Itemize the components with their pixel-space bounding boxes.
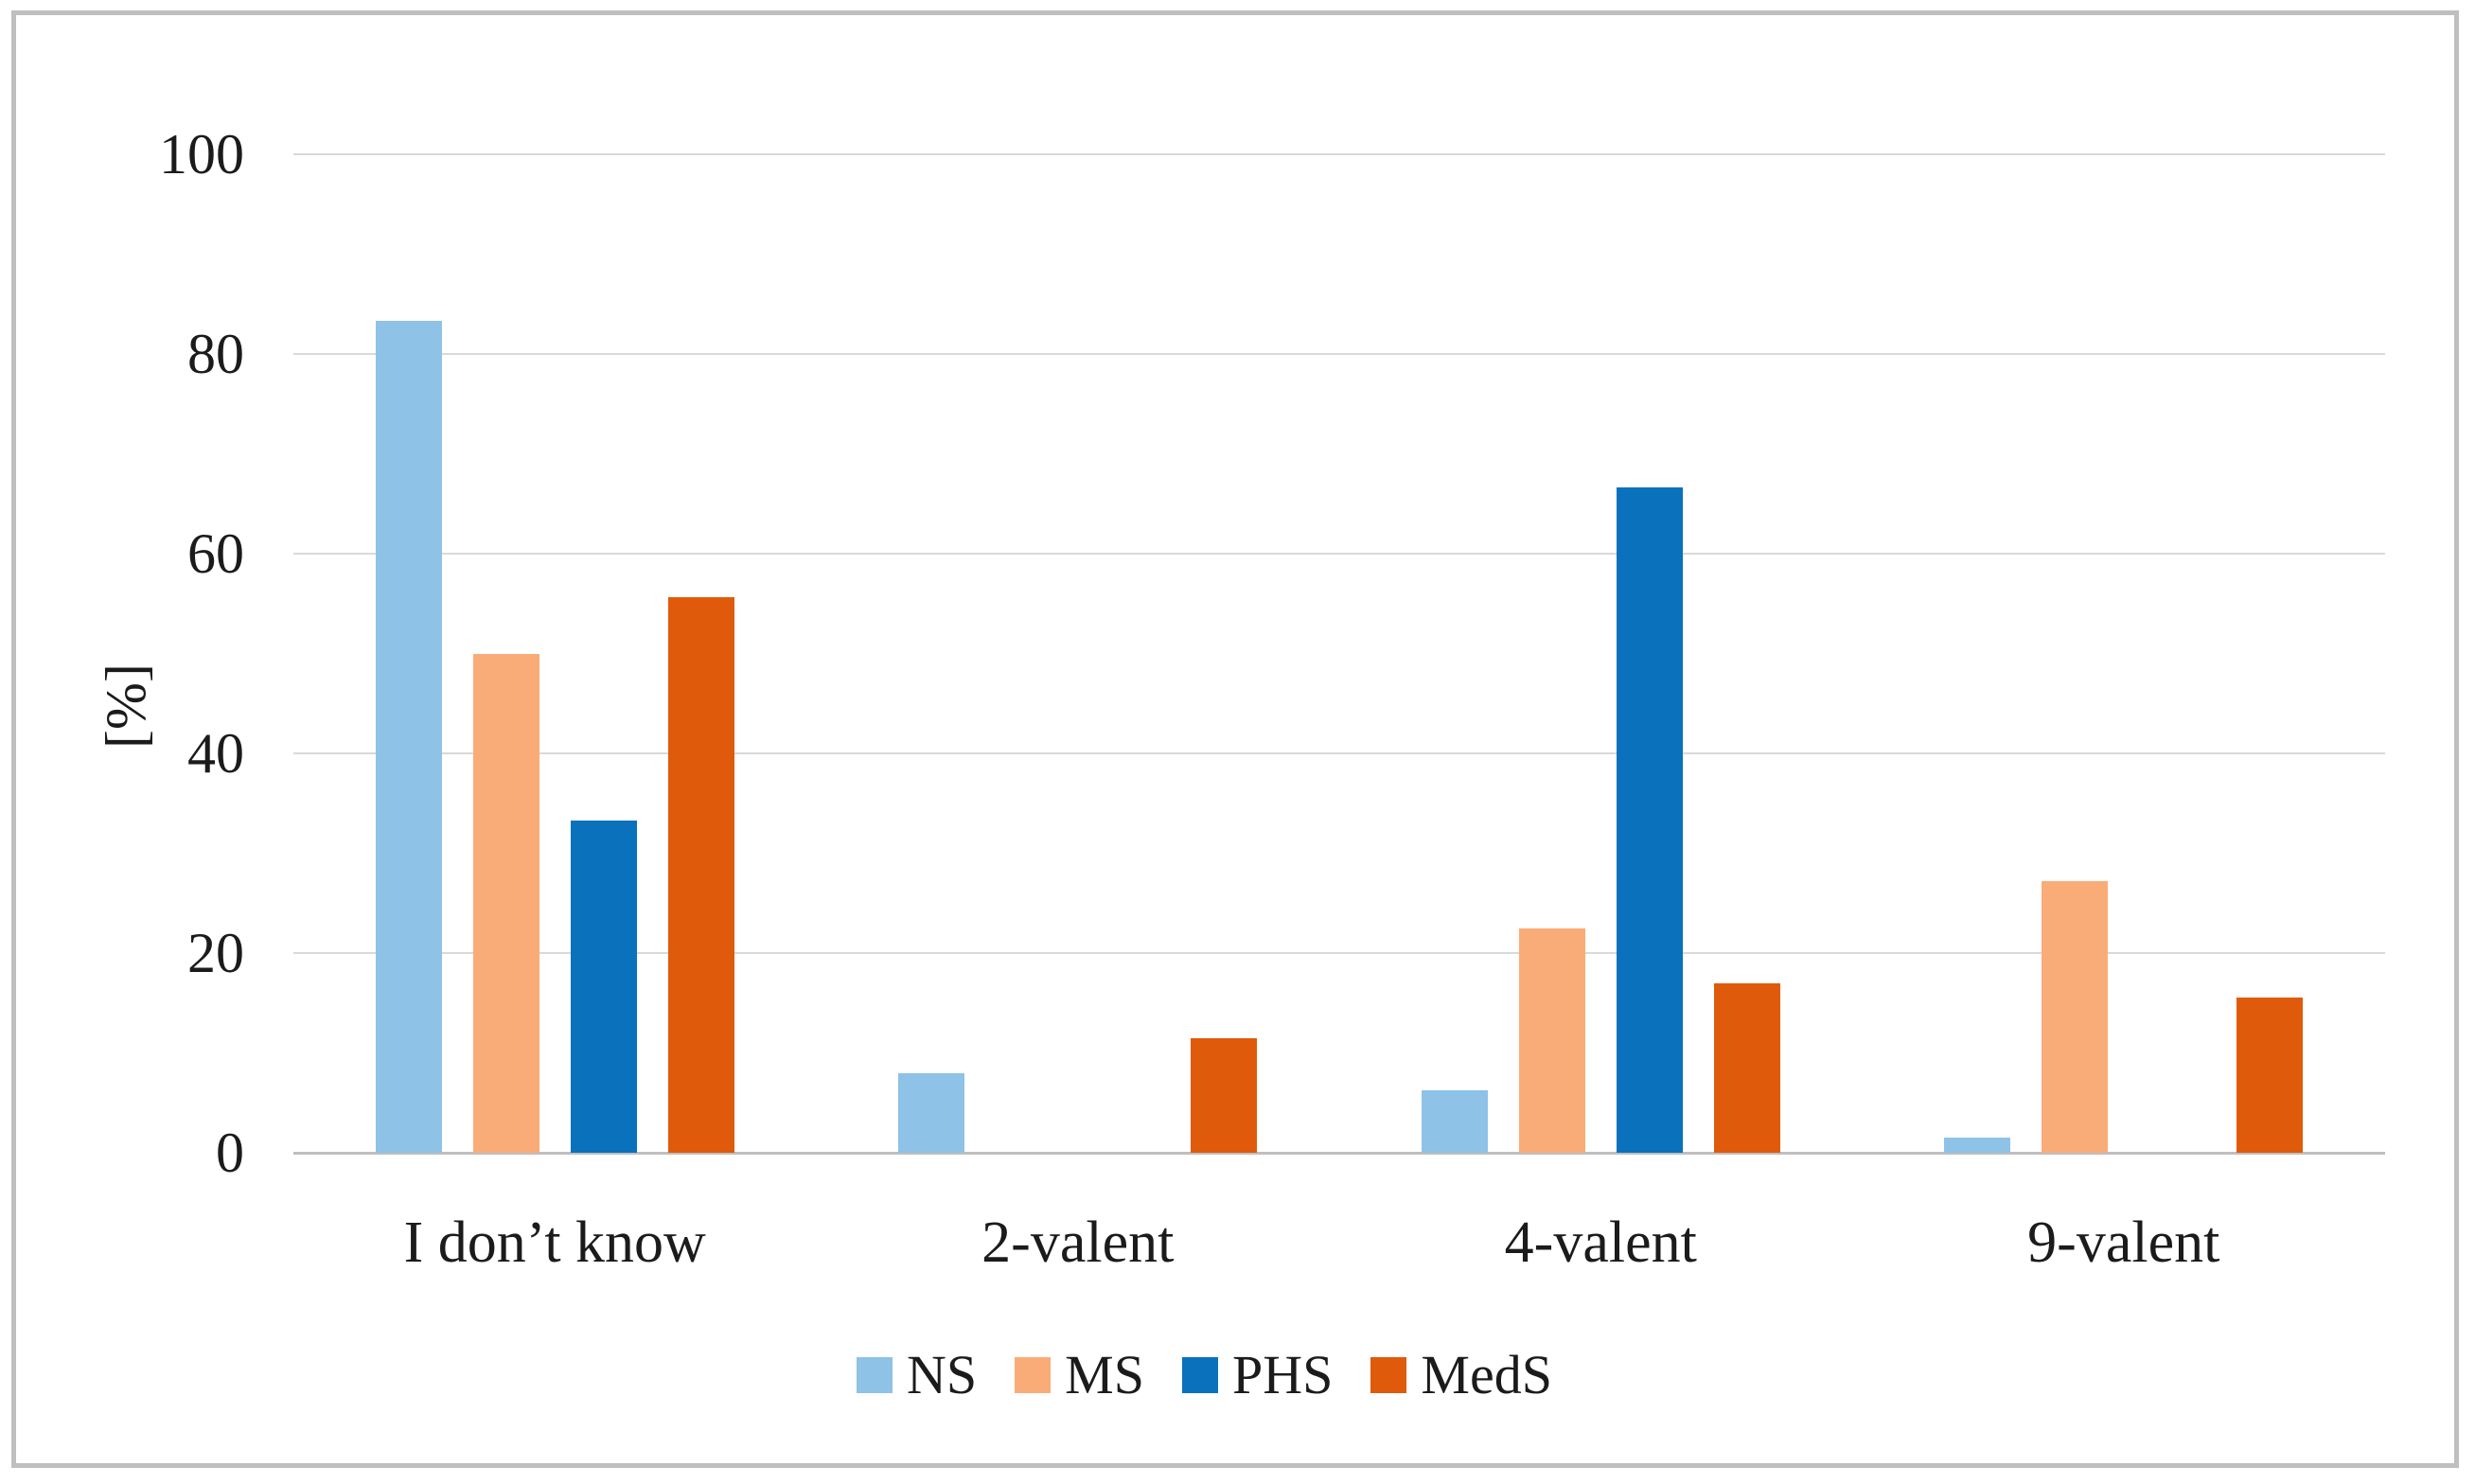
gridline	[293, 752, 2385, 754]
bar-ms-3	[1518, 928, 1585, 1153]
legend-swatch-phs	[1181, 1357, 1218, 1393]
y-tick-label: 60	[187, 522, 244, 585]
legend-item-ns: NS	[857, 1348, 977, 1403]
y-tick-label: 100	[159, 123, 244, 186]
legend-label-phs: PHS	[1231, 1344, 1334, 1405]
y-tick-label: 80	[187, 323, 244, 385]
legend-swatch-ms	[1015, 1357, 1052, 1393]
bar-meds-4	[2236, 998, 2304, 1153]
x-axis-line	[293, 1152, 2385, 1155]
legend-swatch-ns	[857, 1357, 893, 1393]
y-tick-label: 20	[187, 922, 244, 984]
legend-item-meds: MedS	[1370, 1348, 1552, 1403]
legend-label-meds: MedS	[1421, 1344, 1552, 1405]
figure-border	[11, 10, 2459, 1468]
bar-meds-3	[1713, 982, 1780, 1153]
x-category-label: I don’t know	[403, 1210, 706, 1275]
bar-phs-3	[1616, 487, 1683, 1153]
gridline	[293, 153, 2385, 155]
gridline	[293, 952, 2385, 954]
x-category-label: 2-valent	[981, 1210, 1175, 1275]
bar-meds-2	[1191, 1037, 1258, 1153]
bar-ms-4	[2042, 881, 2109, 1153]
bar-ms-1	[472, 653, 539, 1153]
x-category-label: 9-valent	[2027, 1210, 2220, 1275]
bar-ns-1	[375, 321, 442, 1153]
legend-label-ns: NS	[907, 1344, 978, 1405]
legend-item-ms: MS	[1015, 1348, 1144, 1403]
legend: NS MS PHS MedS	[857, 1348, 1552, 1403]
bar-ns-4	[1944, 1138, 2011, 1153]
x-category-label: 4-valent	[1504, 1210, 1697, 1275]
y-tick-label: 0	[216, 1122, 244, 1184]
gridline	[293, 553, 2385, 555]
legend-label-ms: MS	[1065, 1344, 1144, 1405]
y-tick-label: 40	[187, 722, 244, 785]
legend-swatch-meds	[1370, 1357, 1407, 1393]
gridline	[293, 353, 2385, 355]
y-axis-title: [%]	[95, 663, 157, 749]
bar-meds-1	[667, 597, 734, 1153]
bar-ns-2	[898, 1072, 965, 1153]
bar-ns-3	[1421, 1089, 1488, 1153]
bar-phs-1	[570, 820, 637, 1153]
legend-item-phs: PHS	[1181, 1344, 1334, 1405]
